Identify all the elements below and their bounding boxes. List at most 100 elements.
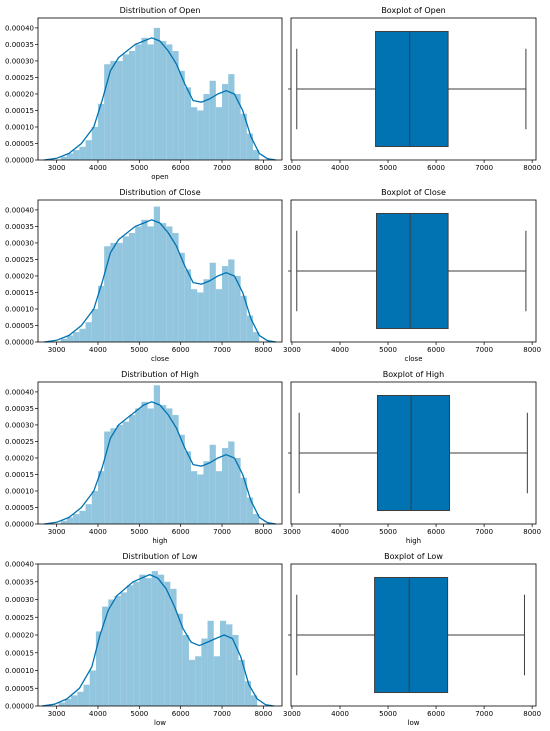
hist-bar bbox=[89, 670, 96, 706]
hist-bar bbox=[122, 421, 129, 524]
y-tick-label: 0.00040 bbox=[5, 561, 34, 569]
hist-bar bbox=[191, 107, 198, 160]
hist-bar bbox=[203, 279, 210, 342]
hist-bar bbox=[79, 146, 86, 160]
hist-bar bbox=[160, 41, 167, 160]
hist-bar bbox=[85, 140, 92, 160]
x-tick-label: 4000 bbox=[89, 164, 107, 172]
chart-title: Boxplot of Close bbox=[381, 188, 446, 197]
x-tick-label: 7000 bbox=[213, 710, 231, 718]
hist-bar bbox=[215, 289, 223, 342]
hist-bar bbox=[215, 471, 223, 524]
hist-bar bbox=[222, 448, 229, 524]
y-tick-label: 0.00015 bbox=[5, 289, 34, 297]
hist-bar bbox=[73, 514, 80, 524]
hist-bar bbox=[97, 285, 105, 342]
y-tick-label: 0.00035 bbox=[5, 223, 34, 231]
box-iqr bbox=[374, 576, 449, 694]
hist-bar bbox=[116, 60, 123, 160]
hist-bar bbox=[135, 408, 142, 524]
hist-bar bbox=[85, 504, 92, 524]
hist-bar bbox=[157, 574, 165, 706]
y-tick-label: 0.00000 bbox=[5, 521, 34, 529]
hist-bar bbox=[147, 408, 154, 524]
hist-bar bbox=[234, 93, 241, 160]
hist-bar bbox=[253, 150, 260, 160]
hist-bar bbox=[172, 415, 179, 524]
y-tick-label: 0.00025 bbox=[5, 614, 34, 622]
x-tick-label: 7000 bbox=[475, 346, 493, 354]
hist-bar bbox=[145, 578, 152, 706]
kde-line bbox=[42, 573, 274, 707]
hist-bar bbox=[234, 275, 241, 342]
hist-bar bbox=[151, 571, 158, 706]
y-tick-label: 0.00010 bbox=[5, 667, 34, 675]
hist-bar bbox=[95, 631, 103, 706]
hist-bar bbox=[104, 431, 111, 524]
boxplot-panel-3: Boxplot of Close 3000 4000 5000 6000 7000 8000… bbox=[283, 188, 541, 363]
hist-bar bbox=[141, 219, 148, 342]
hist-bar bbox=[219, 620, 227, 706]
x-tick-label: 7000 bbox=[213, 346, 231, 354]
hist-bar bbox=[246, 133, 254, 160]
hist-bar bbox=[128, 233, 136, 342]
y-tick-label: 0.00025 bbox=[5, 438, 34, 446]
hist-bar bbox=[153, 27, 160, 160]
y-tick-label: 0.00040 bbox=[5, 24, 34, 32]
y-tick-label: 0.00040 bbox=[5, 206, 34, 214]
x-tick-label: 3000 bbox=[283, 528, 301, 536]
hist-bar bbox=[188, 659, 196, 706]
hist-bar bbox=[128, 51, 136, 160]
x-axis-label: low bbox=[154, 719, 166, 727]
hist-bar bbox=[135, 44, 142, 160]
hist-bar bbox=[240, 477, 247, 524]
hist-bar bbox=[110, 242, 117, 342]
hist-bar bbox=[250, 695, 258, 706]
kde-line bbox=[44, 401, 276, 525]
y-tick-label: 0.00015 bbox=[5, 649, 34, 657]
x-axis-label: high bbox=[406, 537, 421, 545]
y-tick-label: 0.00000 bbox=[5, 703, 34, 711]
plot-frame bbox=[37, 563, 283, 707]
chart-title: Boxplot of High bbox=[383, 370, 444, 379]
x-tick-label: 8000 bbox=[523, 710, 541, 718]
plot-frame bbox=[290, 381, 537, 525]
hist-bar bbox=[232, 635, 239, 706]
hist-bar bbox=[66, 517, 74, 524]
x-tick-label: 7000 bbox=[213, 164, 231, 172]
y-tick-label: 0.00020 bbox=[5, 632, 34, 640]
hist-bar bbox=[139, 574, 146, 706]
hist-bar bbox=[58, 702, 65, 706]
chart-title: Distribution of High bbox=[121, 370, 199, 379]
x-tick-label: 6000 bbox=[172, 346, 190, 354]
hist-bar bbox=[97, 471, 105, 524]
y-tick-label: 0.00010 bbox=[5, 123, 34, 131]
hist-bar bbox=[176, 613, 183, 706]
hist-bar bbox=[203, 461, 210, 524]
y-tick-label: 0.00035 bbox=[5, 578, 34, 586]
y-tick-label: 0.00030 bbox=[5, 421, 34, 429]
x-tick-label: 4000 bbox=[89, 528, 107, 536]
hist-bar bbox=[79, 328, 86, 342]
hist-bar bbox=[191, 471, 198, 524]
x-tick-label: 5000 bbox=[379, 528, 397, 536]
plot-frame bbox=[37, 381, 283, 525]
hist-bar bbox=[234, 457, 241, 524]
x-tick-label: 6000 bbox=[172, 164, 190, 172]
x-tick-label: 3000 bbox=[48, 164, 66, 172]
hist-bar bbox=[104, 246, 111, 342]
y-tick-label: 0.00020 bbox=[5, 454, 34, 462]
y-tick-label: 0.00030 bbox=[5, 596, 34, 604]
y-tick-label: 0.00040 bbox=[5, 388, 34, 396]
chart-title: Distribution of Close bbox=[119, 188, 200, 197]
x-tick-label: 5000 bbox=[379, 346, 397, 354]
chart-title: Boxplot of Open bbox=[381, 6, 445, 15]
x-tick-label: 7000 bbox=[475, 710, 493, 718]
y-tick-label: 0.00000 bbox=[5, 157, 34, 165]
hist-bar bbox=[182, 635, 189, 706]
hist-bar bbox=[60, 520, 67, 524]
histogram-panel-2: Distribution of Close 0.00000 0.00005 0.000… bbox=[5, 188, 283, 363]
hist-bar bbox=[201, 638, 208, 706]
x-tick-label: 5000 bbox=[130, 164, 148, 172]
